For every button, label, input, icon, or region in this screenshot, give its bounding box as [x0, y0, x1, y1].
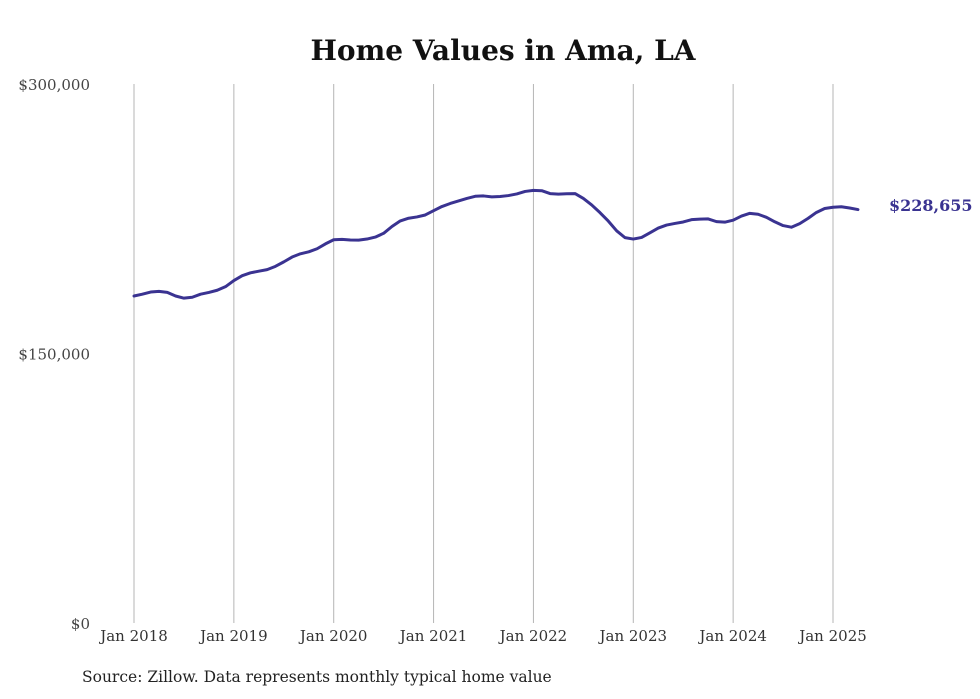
x-tick-label: Jan 2021	[398, 627, 468, 645]
x-tick-label: Jan 2024	[697, 627, 767, 645]
x-tick-label: Jan 2018	[98, 627, 168, 645]
x-tick-label: Jan 2020	[298, 627, 368, 645]
y-tick-label: $300,000	[18, 76, 90, 94]
y-tick-label: $0	[71, 615, 90, 633]
series-line-home-value	[132, 188, 860, 300]
x-axis-labels: Jan 2018 Jan 2019 Jan 2020 Jan 2021 Jan 2022…	[98, 627, 867, 645]
y-tick-label: $150,000	[18, 346, 90, 364]
x-tick-label: Jan 2025	[797, 627, 867, 645]
chart-title: Home Values in Ama, LA	[310, 34, 696, 67]
y-axis-labels: $0 $150,000 $300,000	[18, 76, 90, 633]
source-note: Source: Zillow. Data represents monthly …	[82, 668, 552, 686]
grid-lines	[133, 84, 834, 623]
end-value-label: $228,655	[889, 196, 973, 215]
x-tick-label: Jan 2019	[198, 627, 268, 645]
x-tick-label: Jan 2022	[498, 627, 568, 645]
x-tick-label: Jan 2023	[598, 627, 668, 645]
